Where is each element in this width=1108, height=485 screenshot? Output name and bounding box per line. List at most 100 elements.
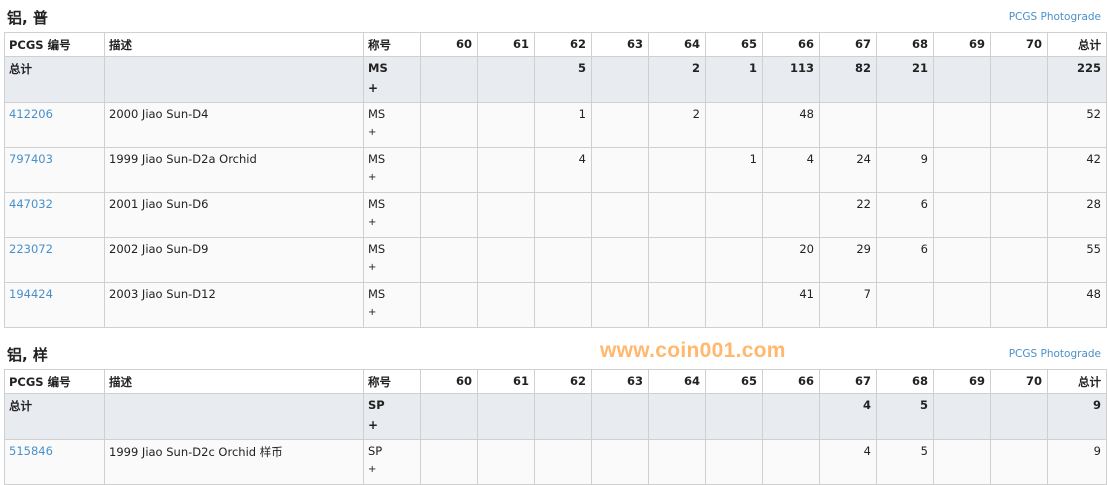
header-grade: 66 xyxy=(762,32,820,57)
desc-cell xyxy=(104,56,364,103)
grade-count xyxy=(705,282,763,328)
grade-count xyxy=(819,102,877,148)
header-pcgs: PCGS 编号 xyxy=(4,32,105,57)
grade-count xyxy=(705,393,763,440)
grade-count xyxy=(648,439,706,485)
grade-count xyxy=(534,393,592,440)
grade-count xyxy=(876,102,934,148)
grade-count xyxy=(534,282,592,328)
grade-count xyxy=(705,439,763,485)
grade-count xyxy=(648,282,706,328)
grade-count: 2 xyxy=(648,102,706,148)
designation: MS xyxy=(368,197,386,211)
grade-count: 7 xyxy=(819,282,877,328)
grade-count xyxy=(990,439,1048,485)
row-total: 9 xyxy=(1047,439,1107,485)
grade-count xyxy=(648,192,706,238)
grade-count: 4 xyxy=(762,147,820,193)
designation-cell: MS + xyxy=(363,282,421,328)
pcgs-cell: 412206 xyxy=(4,102,105,148)
header-designation: 称号 xyxy=(363,369,421,394)
header-grade: 63 xyxy=(591,32,649,57)
grade-count xyxy=(477,237,535,283)
grade-count xyxy=(705,102,763,148)
header-row: PCGS 编号 描述 称号 60 61 62 63 64 65 66 67 68 69 70 总计 xyxy=(4,369,1107,394)
header-grade: 65 xyxy=(705,369,763,394)
grade-count xyxy=(591,439,649,485)
grade-count: 9 xyxy=(876,147,934,193)
pcgs-number-link[interactable]: 412206 xyxy=(9,107,53,121)
header-grade: 66 xyxy=(762,369,820,394)
header-grade: 60 xyxy=(420,32,478,57)
designation-plus: + xyxy=(368,418,379,432)
header-grade: 67 xyxy=(819,32,877,57)
pcgs-number-link[interactable]: 194424 xyxy=(9,287,53,301)
designation: MS xyxy=(368,242,386,256)
grade-count xyxy=(591,147,649,193)
grade-count xyxy=(990,102,1048,148)
header-grade: 70 xyxy=(990,32,1048,57)
designation: MS xyxy=(368,107,386,121)
population-table: PCGS 编号 描述 称号 60 61 62 63 64 65 66 67 68 69 70 总计 总计 SP +… xyxy=(4,369,1107,485)
photograde-link[interactable]: PCGS Photograde xyxy=(1008,11,1101,23)
grade-count: 1 xyxy=(705,56,763,103)
grade-count xyxy=(933,282,991,328)
grade-count xyxy=(933,102,991,148)
header-grade: 65 xyxy=(705,32,763,57)
grade-count xyxy=(534,237,592,283)
grade-count xyxy=(477,393,535,440)
grade-count xyxy=(477,147,535,193)
description: 1999 Jiao Sun-D2c Orchid 样币 xyxy=(104,439,364,485)
grade-count: 2 xyxy=(648,56,706,103)
grade-count xyxy=(477,102,535,148)
desc-cell xyxy=(104,393,364,440)
grade-count: 6 xyxy=(876,237,934,283)
grade-count: 41 xyxy=(762,282,820,328)
grade-count: 5 xyxy=(876,393,934,440)
total-row: 总计 SP +4 5 9 xyxy=(4,393,1107,440)
description: 2001 Jiao Sun-D6 xyxy=(104,192,364,238)
pcgs-cell: 194424 xyxy=(4,282,105,328)
table-row: 797403 1999 Jiao Sun-D2a Orchid MS +4 1 4 24 9 4… xyxy=(4,147,1107,193)
designation-cell: MS + xyxy=(363,237,421,283)
header-grade: 68 xyxy=(876,32,934,57)
designation-cell: MS + xyxy=(363,147,421,193)
grade-count xyxy=(420,237,478,283)
designation-plus: + xyxy=(368,172,377,183)
pcgs-number-link[interactable]: 447032 xyxy=(9,197,53,211)
header-desc: 描述 xyxy=(104,32,364,57)
designation-cell: MS + xyxy=(363,56,421,103)
row-total: 9 xyxy=(1047,393,1107,440)
grade-count xyxy=(648,147,706,193)
designation-plus: + xyxy=(368,464,377,475)
grade-count xyxy=(420,192,478,238)
header-pcgs: PCGS 编号 xyxy=(4,369,105,394)
header-grade: 61 xyxy=(477,32,535,57)
photograde-link[interactable]: PCGS Photograde xyxy=(1008,348,1101,360)
row-total: 55 xyxy=(1047,237,1107,283)
grade-count xyxy=(705,192,763,238)
row-total: 52 xyxy=(1047,102,1107,148)
header-grade: 64 xyxy=(648,32,706,57)
pcgs-number-link[interactable]: 223072 xyxy=(9,242,53,256)
pcgs-number-link[interactable]: 515846 xyxy=(9,444,53,458)
grade-count xyxy=(591,102,649,148)
grade-count xyxy=(420,102,478,148)
table-row: 412206 2000 Jiao Sun-D4 MS +1 2 48 52 xyxy=(4,102,1107,148)
grade-count xyxy=(990,237,1048,283)
grade-count xyxy=(420,393,478,440)
section-header: 铝, 普 PCGS Photograde xyxy=(0,0,1108,32)
designation-cell: SP + xyxy=(363,393,421,440)
header-desc: 描述 xyxy=(104,369,364,394)
designation: SP xyxy=(368,398,385,412)
designation: MS xyxy=(368,61,388,75)
header-grade: 69 xyxy=(933,369,991,394)
grade-count: 20 xyxy=(762,237,820,283)
pcgs-number-link[interactable]: 797403 xyxy=(9,152,53,166)
grade-count xyxy=(933,237,991,283)
grade-count xyxy=(477,192,535,238)
pcgs-cell: 797403 xyxy=(4,147,105,193)
grade-count xyxy=(591,237,649,283)
header-grade: 64 xyxy=(648,369,706,394)
